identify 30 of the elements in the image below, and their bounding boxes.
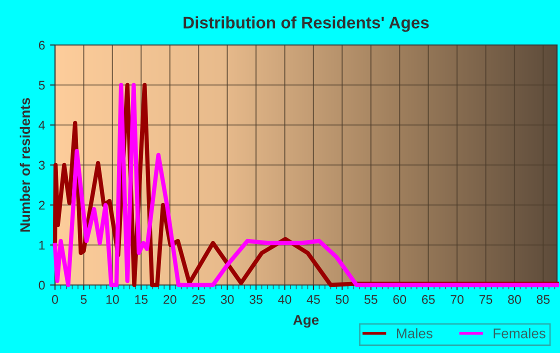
x-tick-label: 0 [52, 295, 58, 304]
chart-title: Distribution of Residents' Ages [184, 16, 429, 32]
x-tick-label: 25 [192, 295, 206, 304]
y-tick-label: 1 [39, 240, 45, 250]
x-tick-label: 60 [393, 295, 406, 304]
x-tick-label: 85 [536, 295, 550, 304]
y-tick-label: 3 [38, 160, 45, 170]
x-tick-label: 10 [106, 295, 119, 304]
x-tick-label: 40 [278, 295, 292, 304]
x-tick-label: 65 [422, 295, 435, 304]
x-tick-label: 55 [364, 295, 378, 304]
y-tick-label: 4 [38, 120, 45, 130]
y-tick-label: 6 [38, 40, 45, 50]
y-axis-title: Number of residents [20, 98, 30, 232]
x-tick-label: 30 [220, 295, 234, 304]
x-tick-label: 15 [135, 295, 148, 304]
x-tick-label: 70 [450, 295, 464, 304]
x-tick-label: 5 [80, 295, 87, 304]
y-tick-label: 5 [38, 80, 45, 90]
y-tick-label: 2 [38, 200, 45, 210]
x-tick-label: 45 [306, 295, 320, 304]
x-tick-label: 35 [250, 295, 262, 304]
x-tick-label: 80 [508, 295, 521, 304]
legend-label: Males [397, 328, 432, 338]
x-tick-label: 75 [479, 295, 492, 304]
y-tick-label: 0 [38, 280, 45, 290]
x-axis-title: Age [293, 315, 319, 328]
legend-label: Females [494, 328, 546, 338]
x-tick-label: 20 [164, 295, 176, 304]
x-tick-label: 50 [336, 295, 349, 304]
